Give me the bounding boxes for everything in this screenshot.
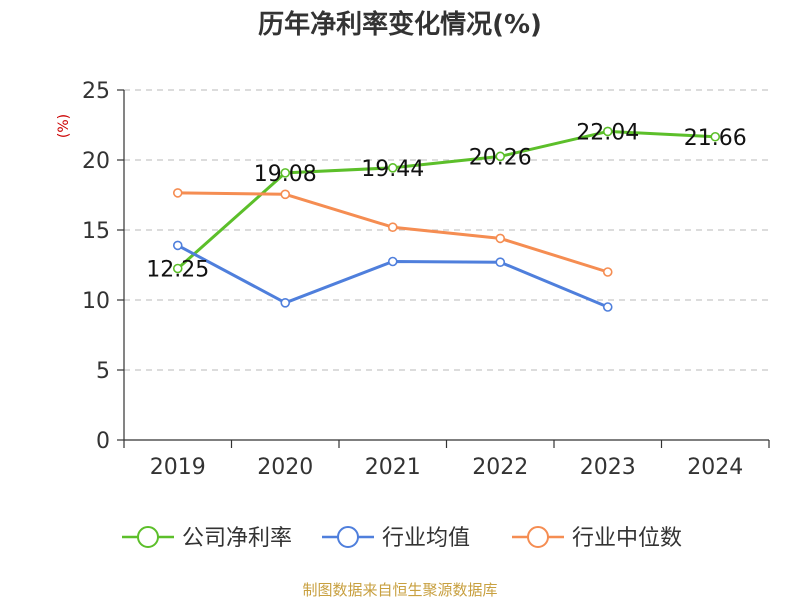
chart-title: 历年净利率变化情况(%) [258, 9, 542, 40]
data-point [280, 297, 291, 308]
data-labels: 12.25 19.08 19.44 20.26 22.04 21.66 [146, 120, 746, 282]
axes: 0 5 10 15 20 25 2019 2020 2021 2022 2023 2024 [82, 79, 770, 480]
data-point [280, 189, 291, 200]
data-point [495, 257, 506, 268]
data-label: 20.26 [469, 145, 532, 170]
y-tick-label: 0 [96, 429, 110, 454]
data-label: 19.08 [254, 162, 317, 187]
legend: 公司净利率 行业均值 行业中位数 [122, 526, 682, 551]
x-tick-label: 2020 [257, 455, 313, 480]
legend-marker [337, 526, 359, 548]
data-point [387, 163, 398, 173]
data-point [602, 267, 613, 277]
series-line [176, 129, 717, 270]
data-point [280, 168, 291, 178]
y-tick-label: 5 [96, 359, 110, 384]
legend-label: 行业均值 [382, 526, 470, 551]
data-label: 12.25 [146, 258, 209, 283]
data-point [495, 151, 506, 162]
x-tick-label: 2019 [150, 455, 206, 480]
data-source-note: 制图数据来自恒生聚源数据库 [302, 581, 497, 599]
legend-label: 行业中位数 [572, 526, 682, 551]
data-point [495, 233, 506, 244]
series-lines [172, 126, 721, 312]
data-point [172, 188, 183, 198]
grid-lines [124, 89, 769, 371]
data-label: 19.44 [361, 157, 424, 182]
y-tick-label: 25 [82, 79, 110, 104]
data-point [172, 240, 183, 251]
data-point [172, 263, 183, 274]
data-point [710, 131, 721, 142]
y-tick-label: 20 [82, 149, 110, 174]
x-tick-label: 2021 [365, 455, 421, 480]
legend-marker [527, 526, 549, 548]
y-tick-label: 10 [82, 289, 110, 314]
legend-marker [137, 526, 159, 548]
legend-item: 行业均值 [322, 526, 470, 551]
x-tick-label: 2022 [472, 455, 528, 480]
data-label: 21.66 [684, 126, 747, 151]
x-tick-label: 2024 [687, 455, 743, 480]
data-point [602, 302, 613, 312]
legend-item: 公司净利率 [122, 526, 292, 551]
legend-item: 行业中位数 [512, 526, 682, 551]
data-point [387, 256, 398, 267]
series-line [176, 243, 610, 309]
y-axis-unit-label: (%) [56, 114, 72, 138]
data-label: 22.04 [576, 120, 639, 145]
data-point [387, 222, 398, 232]
y-tick-label: 15 [82, 219, 110, 244]
data-point [602, 126, 613, 137]
x-tick-label: 2023 [580, 455, 636, 480]
legend-label: 公司净利率 [182, 526, 292, 551]
